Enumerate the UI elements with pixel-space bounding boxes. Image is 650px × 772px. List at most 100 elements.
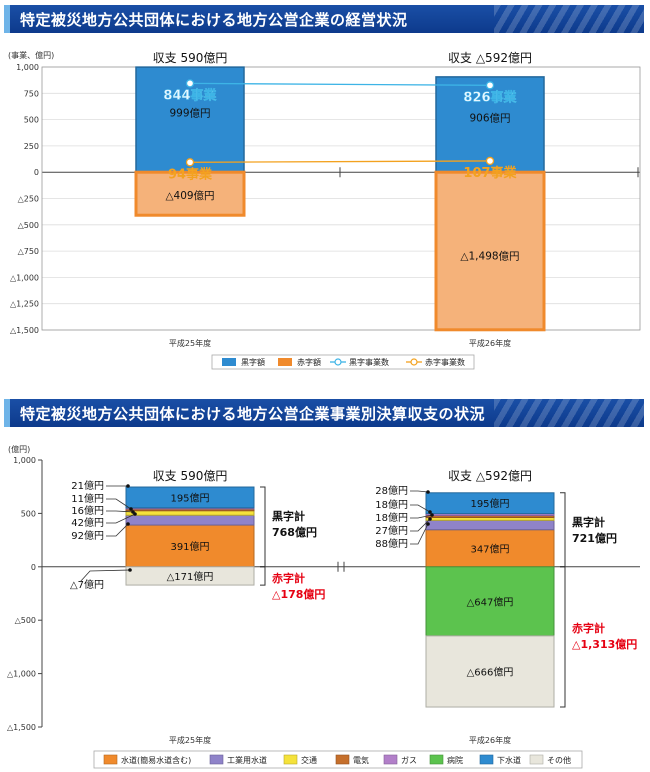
side-value-label: 27億円 — [375, 524, 408, 537]
banner-stripes — [494, 399, 644, 427]
side-value-label: 18億円 — [375, 498, 408, 511]
red-count-point — [485, 156, 495, 166]
legend-swatch — [103, 754, 118, 765]
segment-label: △647億円 — [467, 595, 514, 608]
legend-swatch — [479, 754, 494, 765]
stack-segment — [425, 635, 555, 708]
side-value-label: △7億円 — [70, 578, 104, 591]
top-chart: (事業、億円) 1,000 750 500 250 0 △250 △500 △750 △1,000… — [8, 50, 641, 370]
red-amount-bar — [134, 170, 246, 217]
legend-swatch — [209, 754, 224, 765]
side-value-label: 92億円 — [71, 529, 104, 542]
leader-line — [410, 490, 429, 493]
black-total-brace — [260, 486, 266, 568]
leader-line — [410, 518, 431, 532]
legend-marker — [334, 358, 342, 366]
black-total-label: 黒字計 — [272, 509, 305, 523]
legend-label: 黒字事業数 — [349, 357, 389, 367]
red-count-point — [185, 158, 195, 167]
legend-marker — [410, 358, 418, 366]
bottom-chart-banner: 特定被災地方公共団体における地方公営企業事業別決算収支の状況 — [4, 399, 644, 427]
black-count-label: 844事業 — [163, 87, 217, 103]
side-value-label: 42億円 — [71, 516, 104, 529]
stack-segment — [125, 524, 255, 568]
stack-segment — [425, 519, 555, 531]
leader-line — [410, 514, 433, 519]
y-tick-label: 0 — [31, 563, 36, 572]
x-tick-label: 平成26年度 — [469, 735, 511, 745]
red-total-label: 赤字計 — [272, 571, 305, 585]
balance-label: 収支 △592億円 — [448, 469, 532, 483]
y-tick-label: 1,000 — [13, 456, 36, 465]
plot-frame — [41, 66, 641, 331]
black-total-brace — [560, 492, 566, 568]
leader-line — [106, 498, 132, 510]
banner-stripes — [494, 5, 644, 33]
segment-label: △171億円 — [167, 570, 214, 583]
legend-label: その他 — [547, 755, 571, 765]
y-tick-label: △500 — [15, 616, 36, 625]
black-total-value: 768億円 — [272, 525, 317, 539]
stack-segment — [425, 566, 555, 637]
legend-label: 水道(簡易水道含む) — [121, 755, 191, 765]
leader-line — [106, 513, 136, 524]
leader-dot — [426, 522, 430, 526]
side-value-label: 16億円 — [71, 504, 104, 517]
leader-line — [410, 523, 429, 545]
y-tick-label: △1,000 — [7, 670, 36, 679]
y-tick-label: △1,250 — [10, 300, 39, 309]
black-total-label: 黒字計 — [572, 515, 605, 529]
black-count-label: 826事業 — [463, 89, 517, 105]
side-value-label: 88億円 — [375, 537, 408, 550]
black-count-line — [189, 82, 491, 86]
red-total-brace — [260, 566, 266, 586]
x-tick-label: 平成26年度 — [469, 338, 511, 348]
legend-label: ガス — [401, 755, 417, 765]
top-chart-title: 特定被災地方公共団体における地方公営企業の経営状況 — [20, 11, 408, 29]
balance-label: 収支 590億円 — [153, 469, 228, 483]
legend-label: 工業用水道 — [227, 755, 267, 765]
top-chart-banner: 特定被災地方公共団体における地方公営企業の経営状況 — [4, 5, 644, 33]
y-tick-label: 1,000 — [16, 63, 39, 72]
leader-dot — [428, 517, 432, 521]
stack-segment — [425, 529, 555, 568]
red-total-value: △178億円 — [272, 587, 325, 601]
legend-label: 電気 — [353, 755, 369, 765]
stack-segment — [125, 566, 255, 586]
y-tick-label: 500 — [21, 509, 36, 518]
red-count-label: 94事業 — [168, 166, 213, 182]
black-amount-bar — [435, 76, 545, 173]
red-amount-label: △409億円 — [165, 189, 214, 202]
red-amount-label: △1,498億円 — [460, 250, 519, 263]
side-value-label: 28億円 — [375, 484, 408, 497]
leader-dot — [128, 568, 132, 572]
x-tick-label: 平成25年度 — [169, 338, 211, 348]
legend-swatch — [529, 754, 544, 765]
leader-line — [106, 510, 134, 513]
segment-label: 391億円 — [170, 540, 209, 553]
legend-swatch — [335, 754, 350, 765]
stack-segment — [125, 514, 255, 526]
stack-segment — [125, 510, 255, 516]
x-tick-label: 平成25年度 — [169, 735, 211, 745]
balance-label: 収支 △592億円 — [448, 51, 532, 65]
leader-dot — [126, 484, 130, 488]
y-tick-label: △750 — [18, 247, 39, 256]
segment-label: 195億円 — [170, 491, 209, 504]
black-total-value: 721億円 — [572, 531, 617, 545]
legend-label: 赤字事業数 — [425, 357, 465, 367]
y-tick-label: △500 — [18, 221, 39, 230]
legend-label: 赤字額 — [297, 357, 321, 367]
legend-label: 病院 — [447, 755, 463, 765]
segment-label: 347億円 — [470, 542, 509, 555]
leader-line — [410, 504, 431, 513]
y-tick-label: 250 — [24, 142, 39, 151]
leader-dot — [129, 507, 133, 511]
y-tick-label: 0 — [34, 168, 39, 177]
side-value-label: 11億円 — [71, 492, 104, 505]
y-tick-label: △1,000 — [10, 273, 39, 282]
black-count-point — [185, 79, 195, 88]
leader-dot — [428, 510, 432, 514]
y-tick-label: 750 — [24, 89, 39, 98]
